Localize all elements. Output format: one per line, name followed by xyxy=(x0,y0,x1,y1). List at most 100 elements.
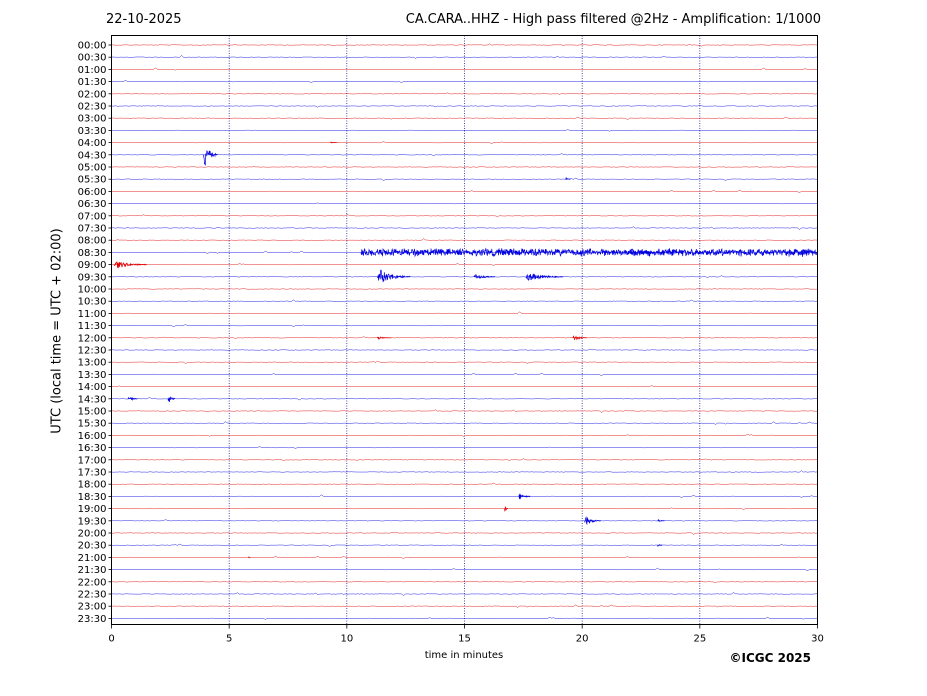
trace-1400 xyxy=(111,385,818,388)
trace-1500 xyxy=(111,409,818,413)
event-0930-8 xyxy=(473,273,496,280)
trace-1700 xyxy=(111,458,818,461)
row-label: 17:30 xyxy=(78,468,107,479)
trace-1800 xyxy=(111,482,818,486)
trace-0300 xyxy=(111,116,818,121)
trace-1530 xyxy=(111,421,818,425)
trace-2200 xyxy=(111,580,818,583)
xtick-label: 10 xyxy=(340,634,353,645)
event-1430-13 xyxy=(167,396,176,403)
row-label: 05:00 xyxy=(78,163,107,174)
row-label: 22:30 xyxy=(78,590,107,601)
xtick-label: 5 xyxy=(226,634,232,645)
row-label: 11:00 xyxy=(78,309,107,320)
trace-2030 xyxy=(111,543,818,547)
event-0900-6 xyxy=(113,261,147,269)
row-label: 01:00 xyxy=(78,65,107,76)
xtick-label: 20 xyxy=(576,634,589,645)
row-label: 09:30 xyxy=(78,272,107,283)
row-label: 22:00 xyxy=(78,577,107,588)
trace-0030 xyxy=(111,55,818,59)
row-label: 00:30 xyxy=(78,53,107,64)
row-label: 21:30 xyxy=(78,565,107,576)
event-0530-1 xyxy=(565,176,571,181)
trace-1930 xyxy=(111,519,818,522)
trace-0730 xyxy=(111,226,818,230)
trace-1430 xyxy=(111,396,818,401)
trace-2330 xyxy=(111,616,818,620)
row-label: 10:00 xyxy=(78,285,107,296)
vertical-gridlines xyxy=(228,35,701,625)
row-label: 13:00 xyxy=(78,358,107,369)
trace-1030 xyxy=(111,299,818,303)
row-label: 11:30 xyxy=(78,321,107,332)
row-label: 08:00 xyxy=(78,236,107,247)
trace-0400 xyxy=(111,141,818,145)
row-label: 06:00 xyxy=(78,187,107,198)
date-label: 22-10-2025 xyxy=(106,12,182,27)
trace-1730 xyxy=(111,470,818,473)
row-label: 19:00 xyxy=(78,504,107,515)
trace-1230 xyxy=(111,349,818,351)
row-label: 06:30 xyxy=(78,199,107,210)
row-label: 04:30 xyxy=(78,150,107,161)
event-0430-0 xyxy=(202,149,218,166)
row-label: 04:00 xyxy=(78,138,107,149)
row-label: 10:30 xyxy=(78,297,107,308)
row-label: 19:30 xyxy=(78,516,107,527)
trace-0230 xyxy=(111,104,818,108)
row-label: 21:00 xyxy=(78,553,107,564)
trace-1300 xyxy=(111,360,818,364)
row-label: 02:30 xyxy=(78,102,107,113)
row-label: 01:30 xyxy=(78,77,107,88)
row-label: 16:30 xyxy=(78,443,107,454)
trace-0530 xyxy=(111,177,818,181)
row-label: 14:00 xyxy=(78,382,107,393)
event-1200-11 xyxy=(572,335,587,341)
row-label: 23:30 xyxy=(78,614,107,625)
event-1430-12 xyxy=(127,396,138,402)
row-label: 09:00 xyxy=(78,260,107,271)
row-label: 23:00 xyxy=(78,602,107,613)
trace-1630 xyxy=(111,445,818,449)
trace-0200 xyxy=(111,92,818,95)
row-label: 03:30 xyxy=(78,126,107,137)
x-axis-label: time in minutes xyxy=(424,650,504,661)
event-1900-15 xyxy=(504,506,509,512)
trace-1130 xyxy=(111,324,818,328)
trace-0130 xyxy=(111,80,818,83)
y-axis-label: UTC (local time = UTC + 02:00) xyxy=(49,228,65,434)
trace-0630 xyxy=(111,202,818,205)
row-label: 18:30 xyxy=(78,492,107,503)
row-label: 18:00 xyxy=(78,480,107,491)
row-label: 03:00 xyxy=(78,114,107,125)
row-label: 17:00 xyxy=(78,455,107,466)
trace-0600 xyxy=(111,189,818,194)
trace-1830 xyxy=(111,494,818,498)
trace-2230 xyxy=(111,592,818,596)
row-label: 07:00 xyxy=(78,211,107,222)
row-label: 02:00 xyxy=(78,89,107,100)
row-label: 14:30 xyxy=(78,394,107,405)
xtick-label: 30 xyxy=(811,634,824,645)
event-2030-18 xyxy=(657,543,663,547)
row-label: 13:30 xyxy=(78,370,107,381)
trace-1100 xyxy=(111,311,818,315)
xtick-label: 0 xyxy=(108,634,114,645)
station-title: CA.CARA..HHZ - High pass filtered @2Hz -… xyxy=(405,12,821,27)
trace-0500 xyxy=(111,166,818,168)
trace-1200 xyxy=(111,336,818,339)
event-0400-2 xyxy=(330,141,338,144)
seismic-events xyxy=(113,141,818,559)
trace-0000 xyxy=(111,43,818,47)
event-0930-7 xyxy=(377,269,411,283)
trace-1330 xyxy=(111,372,818,377)
row-label: 20:30 xyxy=(78,541,107,552)
row-label: 07:30 xyxy=(78,224,107,235)
trace-2000 xyxy=(111,532,818,535)
event-0830-3 xyxy=(360,247,818,258)
event-1930-17 xyxy=(657,518,665,522)
trace-0700 xyxy=(111,213,818,218)
